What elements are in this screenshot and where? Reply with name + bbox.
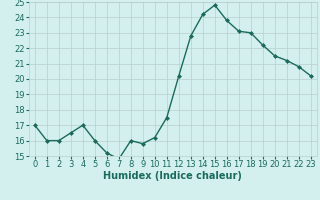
X-axis label: Humidex (Indice chaleur): Humidex (Indice chaleur) (103, 171, 242, 181)
